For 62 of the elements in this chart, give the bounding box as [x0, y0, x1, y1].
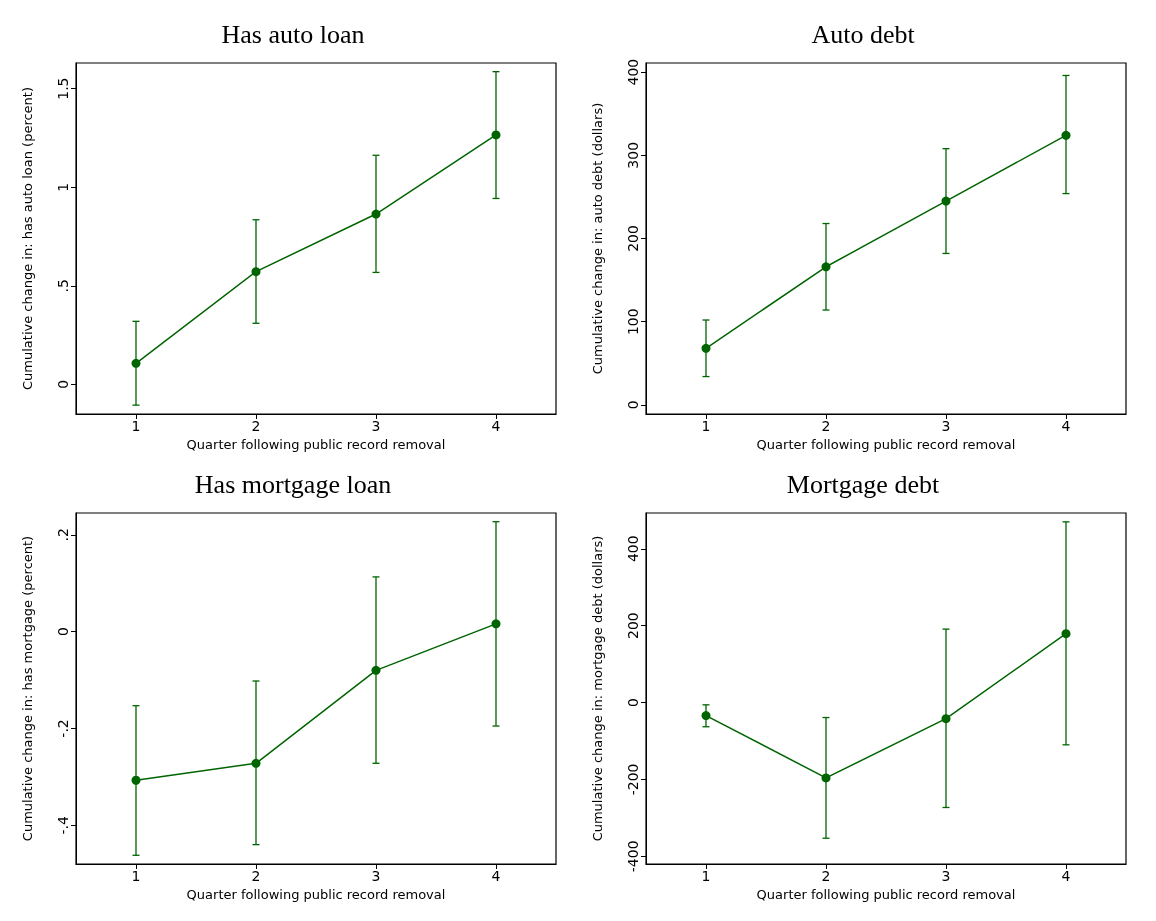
x-tick-label: 1 — [701, 868, 711, 884]
x-tick-label: 2 — [251, 418, 261, 434]
y-tick-label: -400 — [625, 840, 641, 873]
y-tick-label: 200 — [625, 612, 641, 640]
point — [1061, 629, 1071, 639]
chart-title: Has mortgage loan — [194, 469, 392, 499]
y-tick-label: 1 — [55, 182, 71, 192]
point — [251, 267, 261, 277]
y-tick-label: -200 — [625, 763, 641, 796]
y-tick-label: 100 — [625, 308, 641, 336]
x-tick-label: 4 — [491, 868, 501, 884]
x-tick-label: 3 — [371, 868, 381, 884]
y-tick-label: 0 — [55, 379, 71, 389]
point — [941, 714, 951, 724]
y-axis-title: Cumulative change in: mortgage debt (dollars) — [590, 535, 605, 842]
y-axis-title: Cumulative change in: has mortgage (percent) — [20, 535, 35, 842]
x-tick-label: 2 — [821, 418, 831, 434]
x-tick-label: 2 — [251, 868, 261, 884]
x-tick-label: 4 — [1061, 868, 1071, 884]
x-axis-title: Quarter following public record removal — [186, 436, 446, 452]
y-tick-label: 1.5 — [55, 77, 71, 100]
y-tick-label: 0 — [625, 400, 641, 410]
y-tick-label: 0 — [55, 627, 71, 637]
point — [491, 130, 501, 140]
chart-title: Has auto loan — [221, 19, 365, 49]
chart-title: Auto debt — [811, 19, 916, 49]
y-tick-label: -.4 — [55, 815, 71, 835]
y-tick-label: 0 — [625, 698, 641, 707]
x-tick-label: 3 — [371, 418, 381, 434]
point — [251, 758, 261, 768]
point — [371, 665, 381, 675]
x-axis-title: Quarter following public record removal — [756, 886, 1016, 902]
x-tick-label: 3 — [941, 868, 951, 884]
point — [491, 619, 501, 629]
y-tick-label: .2 — [55, 528, 71, 542]
x-tick-label: 3 — [941, 418, 951, 434]
y-tick-label: 200 — [625, 225, 641, 252]
y-axis-title: Cumulative change in: has auto loan (percent) — [20, 86, 35, 391]
x-tick-label: 1 — [701, 418, 711, 434]
y-tick-label: -.2 — [55, 719, 71, 738]
x-tick-label: 1 — [131, 868, 141, 884]
point — [701, 343, 711, 353]
x-tick-label: 2 — [821, 868, 831, 884]
point — [131, 775, 141, 785]
point — [701, 711, 711, 721]
y-tick-label: 400 — [625, 58, 641, 86]
point — [821, 773, 831, 783]
x-axis-title: Quarter following public record removal — [186, 886, 446, 902]
x-axis-title: Quarter following public record removal — [756, 436, 1016, 452]
x-tick-label: 4 — [491, 418, 501, 434]
y-tick-label: 300 — [625, 141, 641, 169]
y-tick-label: .5 — [55, 279, 71, 293]
point — [941, 196, 951, 206]
point — [131, 358, 141, 368]
point — [1061, 130, 1071, 140]
y-axis-title: Cumulative change in: auto debt (dollars) — [590, 102, 605, 375]
point — [371, 209, 381, 219]
x-tick-label: 4 — [1061, 418, 1071, 434]
chart-title: Mortgage debt — [786, 469, 940, 499]
y-tick-label: 400 — [625, 535, 641, 563]
point — [821, 262, 831, 272]
x-tick-label: 1 — [131, 418, 141, 434]
